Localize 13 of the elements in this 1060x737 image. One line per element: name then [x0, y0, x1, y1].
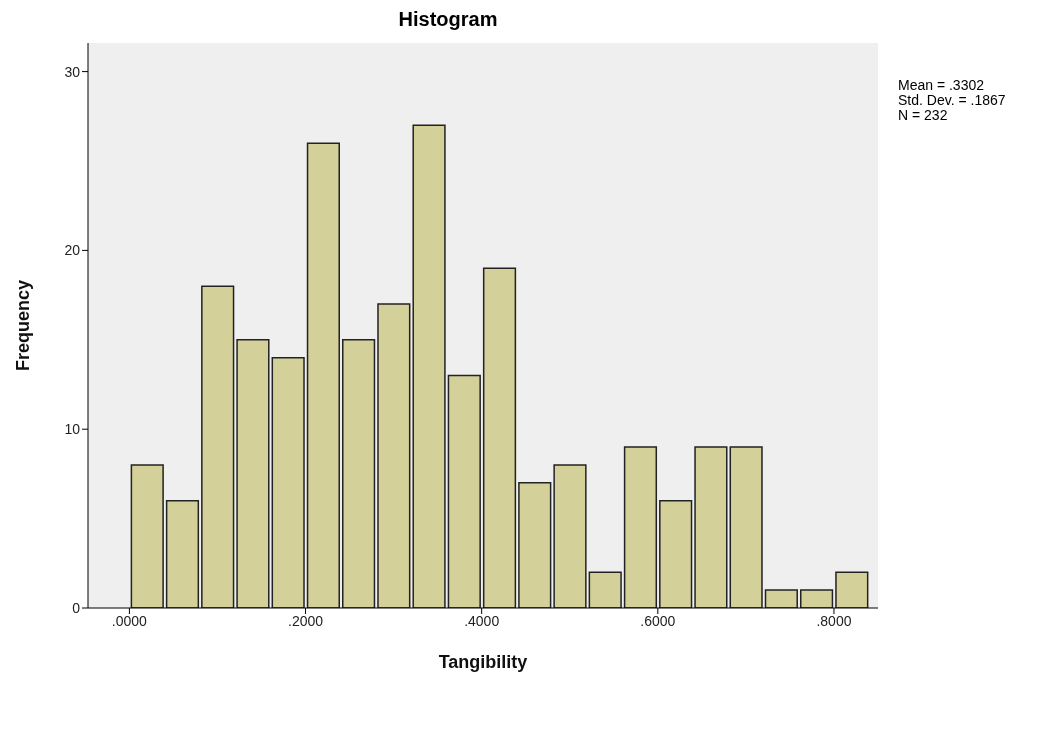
- x-tick-label: .2000: [288, 612, 324, 629]
- x-tick-label: .8000: [816, 612, 852, 629]
- x-tick-label: .4000: [464, 612, 500, 629]
- y-tick-label: 20: [64, 242, 81, 259]
- x-axis-title: Tangibility: [438, 652, 528, 672]
- y-tick-label: 30: [64, 63, 81, 80]
- text: Mean = .3302 Std. Dev. = .1867 N = 232: [898, 77, 1006, 123]
- y-tick-label: 10: [64, 421, 81, 438]
- chart-title: Histogram: [397, 8, 499, 31]
- x-tick-label: .6000: [640, 612, 676, 629]
- y-tick-label: 0: [72, 599, 81, 616]
- y-axis-title: Frequency: [13, 279, 34, 372]
- x-tick-label: .0000: [111, 612, 148, 629]
